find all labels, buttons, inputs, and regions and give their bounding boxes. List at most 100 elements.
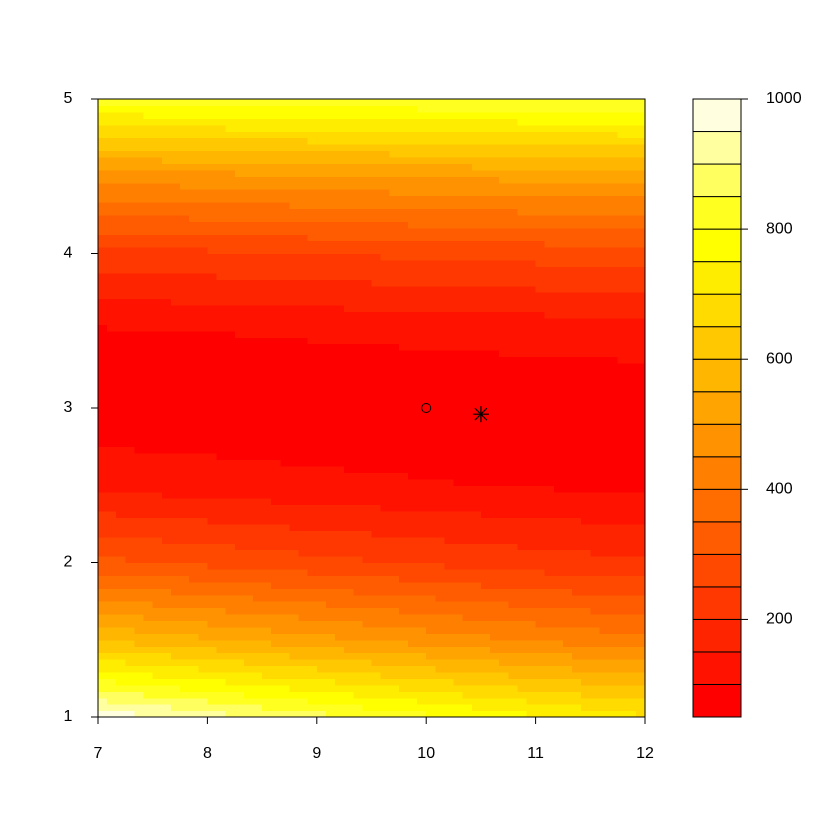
- contour-cell: [307, 568, 318, 576]
- contour-cell: [307, 607, 318, 615]
- contour-cell: [116, 247, 126, 255]
- contour-cell: [480, 646, 491, 654]
- contour-cell: [262, 614, 272, 622]
- contour-cell: [581, 375, 591, 383]
- contour-cell: [207, 259, 218, 267]
- contour-cell: [608, 678, 619, 686]
- contour-cell: [161, 401, 172, 409]
- contour-cell: [271, 350, 281, 358]
- contour-cell: [161, 639, 172, 647]
- contour-cell: [626, 581, 637, 589]
- contour-cell: [572, 659, 582, 667]
- contour-cell: [626, 305, 637, 313]
- contour-cell: [262, 626, 272, 634]
- contour-cell: [98, 362, 108, 370]
- contour-cell: [608, 330, 619, 338]
- contour-cell: [407, 337, 418, 345]
- contour-cell: [444, 298, 455, 306]
- contour-cell: [517, 221, 528, 229]
- contour-cell: [517, 511, 528, 519]
- contour-cell: [234, 240, 245, 248]
- contour-cell: [207, 549, 218, 557]
- contour-cell: [453, 697, 464, 705]
- contour-cell: [371, 498, 382, 506]
- contour-cell: [398, 189, 409, 197]
- contour-cell: [462, 375, 473, 383]
- contour-cell: [262, 498, 272, 506]
- contour-cell: [143, 684, 154, 692]
- contour-cell: [152, 697, 163, 705]
- contour-cell: [435, 478, 446, 486]
- contour-cell: [435, 594, 446, 602]
- contour-cell: [252, 478, 263, 486]
- contour-cell: [344, 581, 354, 589]
- contour-cell: [298, 324, 309, 332]
- contour-cell: [353, 646, 363, 654]
- contour-cell: [180, 704, 190, 712]
- contour-cell: [635, 498, 646, 506]
- contour-cell: [125, 530, 136, 538]
- contour-cell: [335, 388, 345, 396]
- contour-cell: [490, 247, 500, 255]
- contour-cell: [325, 581, 336, 589]
- contour-cell: [198, 568, 208, 576]
- contour-cell: [380, 568, 391, 576]
- contour-cell: [344, 478, 354, 486]
- contour-cell: [480, 575, 491, 583]
- contour-cell: [517, 189, 528, 197]
- contour-cell: [572, 530, 582, 538]
- contour-cell: [289, 684, 300, 692]
- contour-cell: [243, 646, 254, 654]
- contour-cell: [134, 176, 145, 184]
- contour-cell: [280, 478, 291, 486]
- contour-cell: [225, 388, 236, 396]
- contour-cell: [398, 575, 409, 583]
- contour-cell: [152, 536, 163, 544]
- contour-cell: [180, 536, 190, 544]
- contour-cell: [161, 691, 172, 699]
- contour-cell: [462, 614, 473, 622]
- contour-cell: [398, 420, 409, 428]
- contour-cell: [426, 375, 436, 383]
- contour-cell: [198, 247, 208, 255]
- contour-cell: [453, 369, 464, 377]
- contour-cell: [508, 356, 518, 364]
- contour-cell: [116, 292, 126, 300]
- contour-cell: [398, 453, 409, 461]
- contour-cell: [189, 247, 199, 255]
- contour-cell: [444, 362, 455, 370]
- contour-cell: [581, 556, 591, 564]
- contour-cell: [380, 214, 391, 222]
- contour-cell: [435, 298, 446, 306]
- contour-cell: [572, 633, 582, 641]
- contour-cell: [462, 536, 473, 544]
- contour-cell: [98, 549, 108, 557]
- contour-cell: [572, 298, 582, 306]
- contour-cell: [608, 375, 619, 383]
- contour-cell: [480, 395, 491, 403]
- contour-cell: [435, 459, 446, 467]
- contour-cell: [189, 350, 199, 358]
- contour-cell: [180, 459, 190, 467]
- contour-cell: [407, 408, 418, 416]
- contour-cell: [626, 388, 637, 396]
- contour-cell: [316, 298, 327, 306]
- contour-cell: [599, 665, 610, 673]
- contour-cell: [143, 279, 154, 287]
- contour-cell: [572, 176, 582, 184]
- contour-cell: [189, 234, 199, 242]
- contour-cell: [143, 214, 154, 222]
- contour-cell: [444, 511, 455, 519]
- contour-cell: [125, 317, 136, 325]
- contour-cell: [572, 543, 582, 551]
- contour-cell: [170, 485, 181, 493]
- contour-cell: [307, 543, 318, 551]
- contour-cell: [262, 176, 272, 184]
- contour-cell: [262, 433, 272, 441]
- contour-cell: [398, 581, 409, 589]
- contour-cell: [480, 581, 491, 589]
- contour-cell: [581, 234, 591, 242]
- contour-cell: [398, 292, 409, 300]
- contour-cell: [581, 356, 591, 364]
- contour-cell: [225, 227, 236, 235]
